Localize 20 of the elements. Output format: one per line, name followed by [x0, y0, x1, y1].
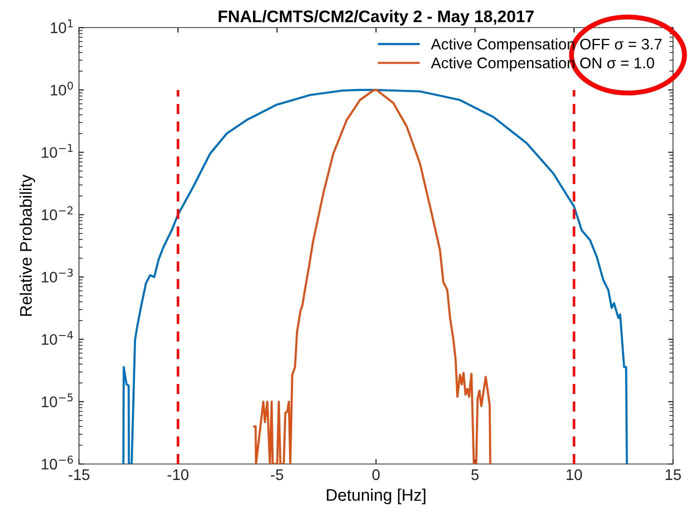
line-series [122, 88, 628, 464]
x-axis-title: Detuning [Hz] [326, 488, 426, 504]
x-tick-label: 5 [471, 469, 479, 480]
y-tick-label: 10$^{−4}$ [42, 331, 73, 345]
y-tick-label: 10$^{1}$ [50, 19, 73, 34]
y-tick-label: 10$^{−5}$ [42, 393, 73, 408]
x-tick-label: -10 [168, 469, 188, 480]
line-series [253, 88, 492, 464]
y-axis-title: Relative Probability [20, 174, 36, 316]
x-tick-label: -15 [68, 469, 90, 480]
y-tick-label: 10$^{−2}$ [42, 206, 73, 220]
x-tick-label: 0 [372, 469, 380, 480]
x-tick-label: -5 [270, 469, 284, 480]
y-tick-label: 10$^{0}$ [50, 82, 73, 96]
y-tick-label: 10$^{−3}$ [42, 268, 73, 283]
chart-title: FNAL/CMTS/CM2/Cavity 2 - May 18,2017 [218, 10, 534, 26]
y-tick-label: 10$^{−1}$ [42, 144, 73, 158]
x-tick-label: 15 [666, 469, 681, 480]
y-tick-label: 10$^{−6}$ [42, 456, 73, 470]
x-tick-label: 10 [566, 469, 582, 480]
